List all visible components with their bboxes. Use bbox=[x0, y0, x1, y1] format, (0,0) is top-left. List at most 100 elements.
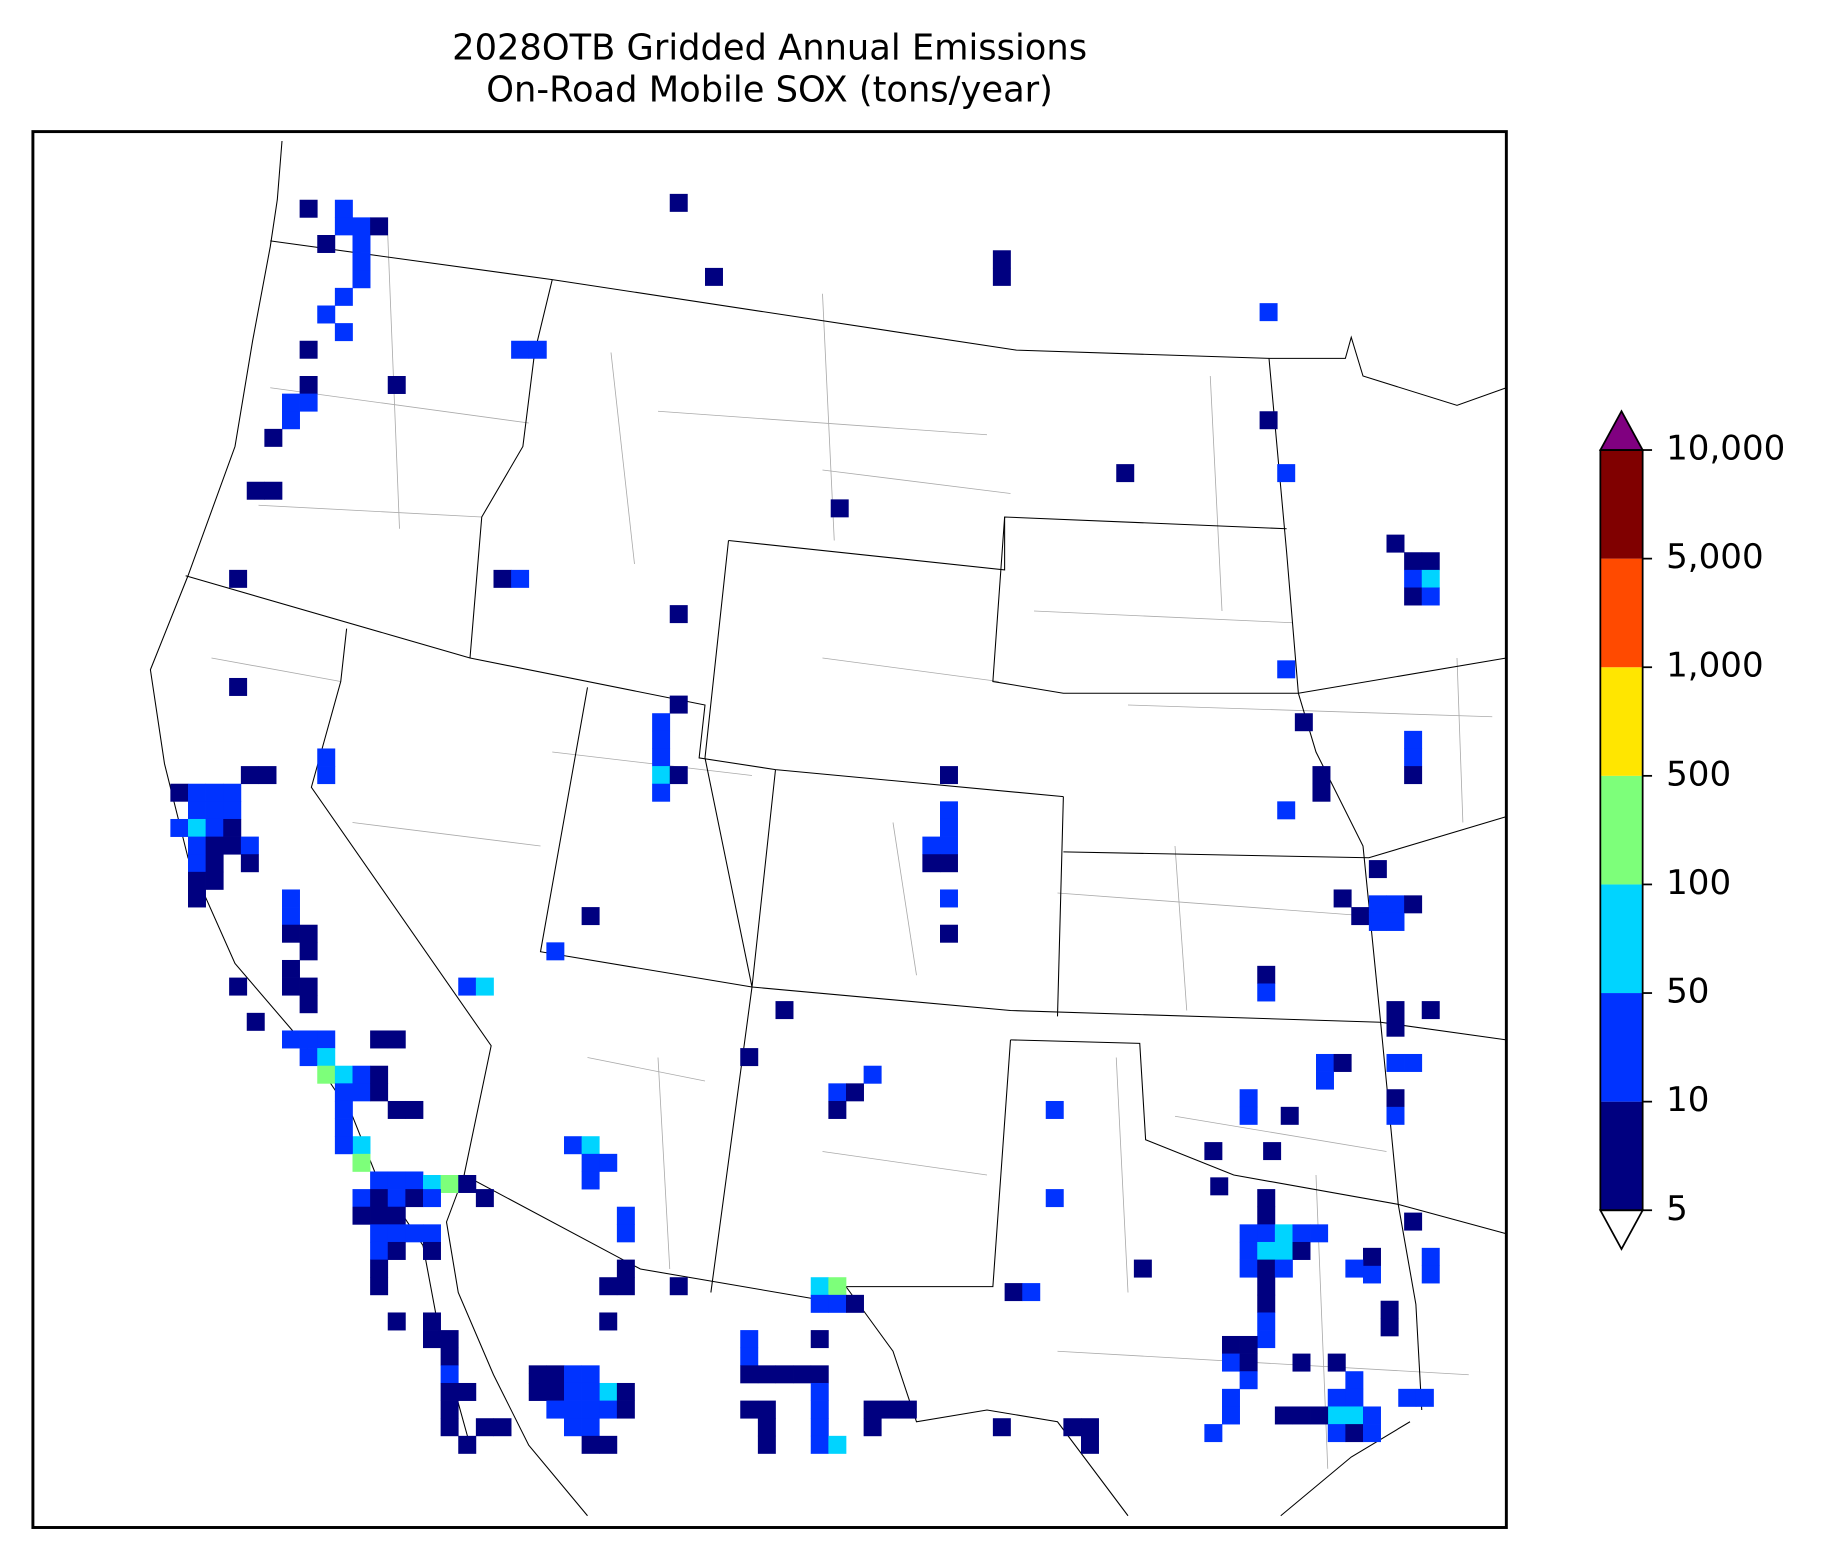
grid-cell bbox=[387, 1171, 406, 1190]
grid-cell bbox=[1239, 1089, 1258, 1108]
grid-cell bbox=[1081, 1418, 1099, 1437]
grid-cell bbox=[828, 1294, 847, 1313]
emission-grid bbox=[170, 193, 1440, 1454]
grid-cell bbox=[1277, 660, 1296, 679]
grid-cell bbox=[282, 924, 300, 943]
grid-cell bbox=[229, 569, 248, 588]
grid-cell bbox=[599, 1153, 618, 1172]
colorbar-tick-label: 50 bbox=[1666, 972, 1709, 1012]
grid-cell bbox=[775, 1365, 794, 1384]
grid-cell bbox=[1222, 1353, 1240, 1372]
grid-cell bbox=[740, 1048, 759, 1067]
grid-cell bbox=[1421, 569, 1440, 588]
grid-cell bbox=[1368, 860, 1387, 879]
grid-cell bbox=[881, 1400, 900, 1419]
grid-cell bbox=[599, 1277, 618, 1296]
grid-cell bbox=[1280, 1106, 1299, 1125]
grid-cell bbox=[1257, 1241, 1276, 1260]
grid-cell bbox=[1404, 730, 1423, 749]
grid-cell bbox=[1363, 1265, 1381, 1284]
grid-cell bbox=[352, 1083, 371, 1102]
grid-cell bbox=[581, 1382, 600, 1401]
grid-cell bbox=[1257, 1277, 1276, 1296]
grid-cell bbox=[370, 1277, 389, 1296]
grid-cell bbox=[334, 1083, 353, 1102]
grid-cell bbox=[1421, 1247, 1440, 1266]
grid-cell bbox=[1257, 1206, 1276, 1225]
grid-cell bbox=[370, 217, 389, 236]
grid-cell bbox=[939, 801, 958, 820]
grid-cell bbox=[1363, 1406, 1381, 1425]
grid-cell bbox=[740, 1330, 759, 1349]
grid-cell bbox=[1351, 907, 1370, 926]
grid-cell bbox=[564, 1418, 582, 1437]
grid-cell bbox=[1327, 1424, 1346, 1443]
grid-cell bbox=[740, 1365, 759, 1384]
grid-cell bbox=[440, 1418, 459, 1437]
grid-cell bbox=[1292, 1224, 1311, 1243]
grid-cell bbox=[1239, 1224, 1258, 1243]
colorbar-tick-label: 500 bbox=[1666, 754, 1731, 794]
grid-cell bbox=[793, 1365, 812, 1384]
grid-cell bbox=[370, 1259, 389, 1278]
grid-cell bbox=[616, 1382, 635, 1401]
grid-cell bbox=[387, 1241, 406, 1260]
grid-cell bbox=[188, 854, 206, 873]
grid-cell bbox=[282, 889, 300, 908]
grid-cell bbox=[422, 1224, 441, 1243]
grid-cell bbox=[845, 1294, 864, 1313]
grid-cell bbox=[546, 1365, 565, 1384]
grid-cell bbox=[458, 1382, 477, 1401]
colorbar-tick-label: 5,000 bbox=[1666, 537, 1764, 577]
grid-cell bbox=[1274, 1241, 1293, 1260]
grid-cell bbox=[1386, 1053, 1405, 1072]
grid-cell bbox=[1363, 1247, 1381, 1266]
grid-cell bbox=[299, 977, 318, 996]
grid-cell bbox=[334, 199, 353, 218]
colorbar: 5 10 50 100 500 1,000 5,000 10,000 bbox=[1598, 409, 1785, 1251]
grid-cell bbox=[264, 481, 283, 500]
grid-cell bbox=[616, 1259, 635, 1278]
grid-cell bbox=[352, 1065, 371, 1084]
grid-cell bbox=[616, 1224, 635, 1243]
grid-cell bbox=[1421, 552, 1440, 571]
grid-cell bbox=[1257, 1330, 1276, 1349]
grid-cell bbox=[188, 836, 206, 855]
grid-cell bbox=[1368, 912, 1387, 931]
colorbar-segment bbox=[1600, 775, 1643, 885]
grid-cell bbox=[317, 748, 336, 767]
grid-cell bbox=[1292, 1241, 1311, 1260]
grid-cell bbox=[317, 305, 336, 324]
grid-cell bbox=[299, 995, 318, 1014]
grid-cell bbox=[863, 1065, 882, 1084]
grid-cell bbox=[240, 836, 259, 855]
grid-cell bbox=[387, 1224, 406, 1243]
grid-cell bbox=[1333, 889, 1352, 908]
colorbar-segment bbox=[1600, 558, 1643, 668]
grid-cell bbox=[828, 1277, 847, 1296]
colorbar-tick-label: 100 bbox=[1666, 863, 1731, 903]
grid-cell bbox=[652, 783, 671, 802]
grid-cell bbox=[352, 252, 371, 271]
grid-cell bbox=[246, 1012, 265, 1031]
grid-cell bbox=[1404, 552, 1423, 571]
grid-cell bbox=[564, 1365, 582, 1384]
grid-cell bbox=[282, 411, 300, 430]
grid-cell bbox=[317, 1030, 336, 1049]
grid-cell bbox=[475, 977, 494, 996]
grid-cell bbox=[546, 942, 565, 961]
grid-cell bbox=[299, 340, 318, 359]
grid-cell bbox=[299, 376, 318, 394]
grid-cell bbox=[223, 783, 242, 802]
grid-cell bbox=[810, 1365, 829, 1384]
grid-cell bbox=[1345, 1424, 1364, 1443]
grid-cell bbox=[205, 871, 224, 890]
grid-cell bbox=[205, 836, 224, 855]
grid-cell bbox=[757, 1365, 776, 1384]
grid-cell bbox=[922, 854, 941, 873]
grid-cell bbox=[440, 1347, 459, 1366]
grid-cell bbox=[1257, 1259, 1276, 1278]
grid-cell bbox=[493, 1418, 512, 1437]
grid-cell bbox=[229, 677, 248, 696]
